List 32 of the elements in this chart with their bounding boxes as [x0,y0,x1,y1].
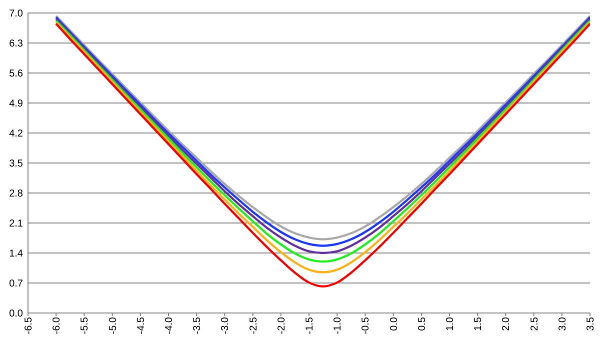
x-tick-label: -4.0 [164,316,175,334]
x-tick-label: 0.0 [388,316,400,331]
x-tick-label: -6.0 [52,316,63,334]
y-tick-label: 2.8 [9,188,24,200]
x-tick-label: 2.5 [529,316,540,331]
y-tick-label: 4.2 [9,128,24,140]
x-tick-label: -5.5 [80,316,91,334]
x-tick-label: -6.5 [24,316,34,334]
y-tick-label: 0.0 [9,308,24,320]
y-tick-label: 0.7 [9,278,24,290]
x-tick-label: 0.5 [416,316,428,331]
y-tick-label: 6.3 [9,38,24,50]
x-tick-label: -1.0 [332,316,344,334]
x-tick-label: -3.5 [192,316,204,334]
x-tick-label: -4.5 [136,316,147,334]
y-tick-label: 1.4 [9,248,24,260]
y-tick-label: 4.9 [9,98,24,110]
y-tick-label: 7.0 [9,8,24,20]
y-tick-label: 3.5 [9,158,24,170]
x-tick-label: -2.0 [276,316,288,334]
x-tick-label: 1.0 [445,316,456,331]
x-tick-label: 3.5 [586,316,596,331]
x-tick-label: 2.0 [501,316,512,331]
x-tick-label: -5.0 [108,316,119,334]
x-tick-label: -1.5 [304,316,316,334]
x-tick-label: -3.0 [220,316,232,334]
y-tick-label: 2.1 [9,218,24,230]
x-tick-label: 3.0 [557,316,568,331]
x-tick-label: -0.5 [360,316,372,334]
x-tick-label: 1.5 [473,316,484,331]
x-tick-label: -2.5 [248,316,260,334]
y-tick-label: 5.6 [9,68,24,80]
